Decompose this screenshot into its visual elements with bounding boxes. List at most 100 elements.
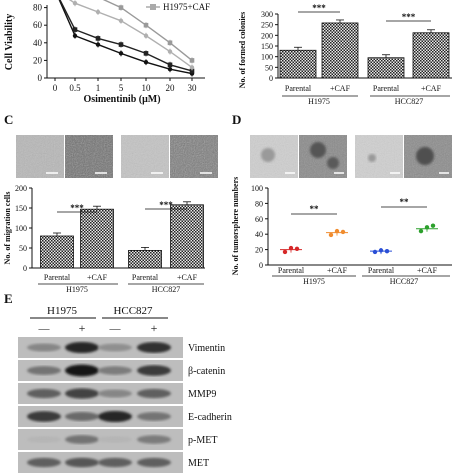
data-point xyxy=(118,42,124,47)
data-point xyxy=(118,5,124,10)
data-point xyxy=(294,246,300,252)
x-tick-label: 10 xyxy=(142,83,152,93)
data-point xyxy=(189,65,195,70)
data-point xyxy=(143,51,149,56)
blot-band xyxy=(137,365,171,376)
significance-stars: *** xyxy=(159,200,173,210)
bar xyxy=(40,235,74,269)
blot-band xyxy=(137,388,171,399)
y-tick-label: 100 xyxy=(251,184,263,193)
panel-a-y-label: Cell Viability xyxy=(4,14,15,70)
data-point xyxy=(424,225,430,230)
data-point xyxy=(384,248,390,254)
panel-c-bars: Parental +CAF Parental +CAF H1975 *** HCC827 **… xyxy=(38,200,204,294)
data-point xyxy=(288,245,294,251)
significance-stars: ** xyxy=(400,197,410,207)
y-tick-label: 150 xyxy=(15,204,27,213)
bar xyxy=(321,22,359,79)
blot-sign-1: — xyxy=(38,323,51,335)
y-tick-label: 20 xyxy=(33,55,43,65)
blot-cell-line-1: H1975 xyxy=(47,305,77,317)
panel-d-letter: D xyxy=(232,112,241,127)
y-tick-label: 0 xyxy=(269,74,273,83)
blot-band xyxy=(27,366,61,375)
x-tick-label: 0.5 xyxy=(69,83,81,93)
panel-d-micrographs xyxy=(250,135,452,178)
significance-stars: *** xyxy=(402,12,416,22)
data-point xyxy=(167,40,173,46)
western-blots: Vimentin β-catenin MMP9 E-cadherin p-MET MET xyxy=(18,337,232,473)
bar-label: +CAF xyxy=(421,84,442,93)
bar-label: Parental xyxy=(132,273,159,282)
blot-protein-label: E-cadherin xyxy=(188,412,232,423)
blot-band xyxy=(65,341,99,354)
panel-a-x-label: Osimentinib (μM) xyxy=(83,94,160,105)
y-tick-label: 0 xyxy=(38,73,43,83)
data-point xyxy=(143,33,149,38)
blot-band xyxy=(65,388,99,399)
y-tick-label: 80 xyxy=(33,3,43,13)
blot-sign-2: + xyxy=(79,321,86,335)
blot-protein-label: MET xyxy=(188,458,209,469)
significance-stars: *** xyxy=(312,3,326,13)
panel-d-y-label: No. of tumorsphere numbers xyxy=(231,177,240,276)
blot-band xyxy=(137,412,171,421)
x-tick-label: 1 xyxy=(96,83,101,93)
bar-label: +CAF xyxy=(177,273,198,282)
group-label: H1975 xyxy=(303,277,325,286)
blot-sign-4: + xyxy=(151,321,158,335)
y-tick-label: 0 xyxy=(23,264,27,273)
blot-band xyxy=(65,412,99,421)
bar-label: Parental xyxy=(285,84,312,93)
blot-band xyxy=(27,457,61,468)
y-tick-label: 60 xyxy=(33,20,43,30)
blot-band xyxy=(27,436,61,443)
group-label: HCC827 xyxy=(395,97,423,106)
blot-protein-label: β-catenin xyxy=(188,366,225,377)
data-point xyxy=(430,223,436,228)
y-tick-label: 200 xyxy=(261,31,273,40)
y-tick-label: 50 xyxy=(265,63,273,72)
y-tick-label: 20 xyxy=(255,246,263,255)
y-tick-label: 200 xyxy=(15,184,27,193)
panel-b-y-label: No. of formed colonies xyxy=(238,12,247,88)
bar-label: +CAF xyxy=(330,84,351,93)
blot-band xyxy=(27,411,61,422)
bar-label: +CAF xyxy=(87,273,108,282)
y-tick-label: 0 xyxy=(259,261,263,270)
data-point xyxy=(143,22,149,28)
panel-a-x-ticks: 0 0.5 1 5 10 20 30 xyxy=(53,78,197,93)
blot-band xyxy=(98,389,132,398)
data-point xyxy=(372,249,378,255)
panel-a-y-ticks: 0 20 40 60 80 xyxy=(33,3,47,83)
y-tick-label: 100 xyxy=(15,224,27,233)
data-point xyxy=(167,67,173,72)
blot-band xyxy=(65,364,99,377)
group-label: HCC827 xyxy=(390,277,418,286)
data-point xyxy=(72,1,78,6)
data-point xyxy=(418,228,424,234)
data-point xyxy=(328,232,334,238)
blot-band xyxy=(27,388,61,399)
data-point xyxy=(340,229,346,235)
x-label: Parental xyxy=(368,266,395,275)
blot-band xyxy=(98,436,132,443)
significance-stars: *** xyxy=(70,203,84,213)
blot-band xyxy=(137,435,171,444)
group-label: H1975 xyxy=(66,285,88,294)
data-point xyxy=(118,18,124,23)
panel-a-legend-label: H1975+CAF xyxy=(163,2,210,12)
legend-marker xyxy=(150,4,156,10)
panel-a-series xyxy=(58,0,195,77)
y-tick-label: 60 xyxy=(255,215,263,224)
panel-c-y-label: No. of migration cells xyxy=(3,192,12,265)
blot-band xyxy=(98,457,132,468)
y-tick-label: 250 xyxy=(261,21,273,30)
y-tick-label: 40 xyxy=(33,38,43,48)
data-point xyxy=(95,36,101,41)
blot-protein-label: MMP9 xyxy=(188,389,216,400)
x-tick-label: 5 xyxy=(119,83,124,93)
